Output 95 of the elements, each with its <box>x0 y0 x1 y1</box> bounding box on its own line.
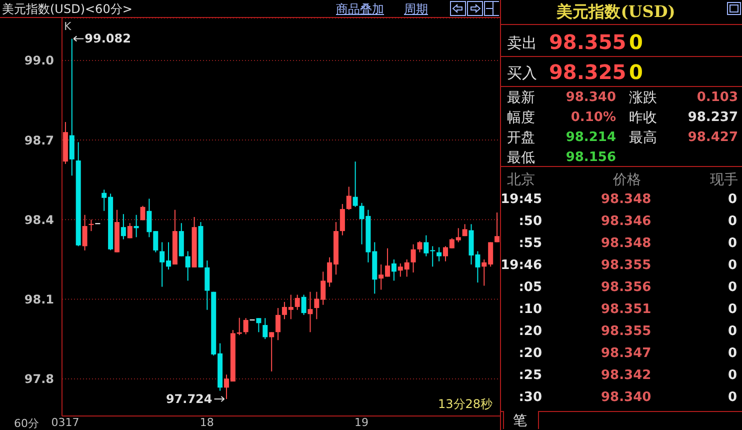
text: 北京 <box>507 171 535 189</box>
candlestick <box>256 318 262 333</box>
annotation: 13分28秒 <box>438 396 493 413</box>
text: 0 <box>728 368 737 383</box>
candlestick <box>410 244 416 273</box>
chart-title: 美元指数(USD)<60分> <box>2 1 132 18</box>
text: 卖出 <box>507 34 537 53</box>
text: 98.347 <box>601 346 652 361</box>
candlestick <box>82 214 88 251</box>
candlestick <box>88 219 94 232</box>
text: 98.156 <box>566 150 616 165</box>
annotation: K <box>64 20 72 33</box>
text: 0.10% <box>570 110 616 125</box>
text: 开盘 <box>507 129 535 147</box>
text: 周期 <box>404 1 428 18</box>
y-tick-label: 98.7 <box>24 133 54 148</box>
candlestick <box>294 294 300 310</box>
candlestick <box>120 214 126 240</box>
candlestick <box>269 332 274 372</box>
y-tick-label: 98.1 <box>24 292 54 307</box>
candlestick <box>346 186 352 210</box>
y-tick-label: 99.0 <box>24 54 54 68</box>
text: 98.237 <box>688 110 738 125</box>
text: 19:46 <box>500 258 542 273</box>
candlestick <box>134 214 139 238</box>
text: 0 <box>728 280 737 295</box>
text: :05 <box>518 280 542 295</box>
candlestick <box>204 260 210 310</box>
text: 0 <box>629 30 643 54</box>
y-tick-label: 97.8 <box>24 372 54 386</box>
text: 98.342 <box>601 368 652 383</box>
text: 98.351 <box>601 302 652 317</box>
text: 98.355 <box>601 324 652 339</box>
candlestick <box>340 204 345 236</box>
text: 0 <box>728 214 737 229</box>
text: 98.356 <box>601 280 652 295</box>
text: 98.346 <box>601 214 652 229</box>
candlestick <box>352 161 358 208</box>
candlestick <box>308 291 313 333</box>
text: 98.427 <box>688 130 738 145</box>
text: 0 <box>728 302 737 317</box>
candlestick <box>391 258 396 282</box>
candlestick <box>140 205 146 221</box>
text: 98.348 <box>601 236 652 251</box>
text: 98.348 <box>601 192 652 207</box>
text: 商品叠加 <box>336 1 384 18</box>
candlestick <box>262 318 268 340</box>
text: 0 <box>728 346 737 361</box>
text: 价格 <box>613 171 641 189</box>
candlestick <box>417 240 422 253</box>
text: 最低 <box>507 149 535 167</box>
candlestick <box>494 212 500 243</box>
y-tick-label: 98.4 <box>24 212 54 227</box>
text: 昨收 <box>629 109 657 127</box>
text: 最高 <box>629 129 657 147</box>
candlestick <box>185 250 190 282</box>
x-tick-label: 0317 <box>51 416 80 429</box>
text: 美元指数(USD) <box>555 2 676 23</box>
candlestick <box>276 308 281 341</box>
text: :20 <box>518 324 542 339</box>
text: 最新 <box>507 89 535 107</box>
text: :20 <box>518 346 542 361</box>
text: 98.325 <box>549 60 626 84</box>
text: 0 <box>728 258 737 273</box>
text: 19:45 <box>500 192 542 207</box>
text: 0 <box>728 236 737 251</box>
text: 现手 <box>710 171 738 189</box>
text: 98.214 <box>566 130 616 145</box>
text: 98.340 <box>601 390 652 405</box>
text: 买入 <box>507 64 537 83</box>
annotation: 97.724 <box>166 392 212 406</box>
text: 幅度 <box>507 109 535 127</box>
candlestick <box>301 294 306 316</box>
text: :30 <box>518 390 542 405</box>
x-tick-label: 19 <box>354 416 369 429</box>
text: 涨跌 <box>629 89 657 107</box>
text: 笔 <box>513 412 527 430</box>
text: 98.355 <box>601 258 652 273</box>
text: 98.355 <box>549 30 626 54</box>
text: 0 <box>728 324 737 339</box>
text: 98.340 <box>566 90 616 105</box>
text: :10 <box>518 302 542 317</box>
text: 0 <box>629 60 643 84</box>
candlestick <box>436 246 442 262</box>
x-tick-label: 18 <box>200 416 214 429</box>
x-axis-title: 60分 <box>14 416 39 430</box>
candlestick <box>243 318 248 335</box>
annotation: 99.082 <box>84 32 131 46</box>
text: :25 <box>518 368 542 383</box>
text: 0 <box>728 390 737 405</box>
text: :55 <box>518 236 542 251</box>
text: 0.103 <box>696 90 738 105</box>
text: :50 <box>518 214 542 229</box>
candlestick <box>127 222 132 239</box>
text: 0 <box>728 192 737 207</box>
